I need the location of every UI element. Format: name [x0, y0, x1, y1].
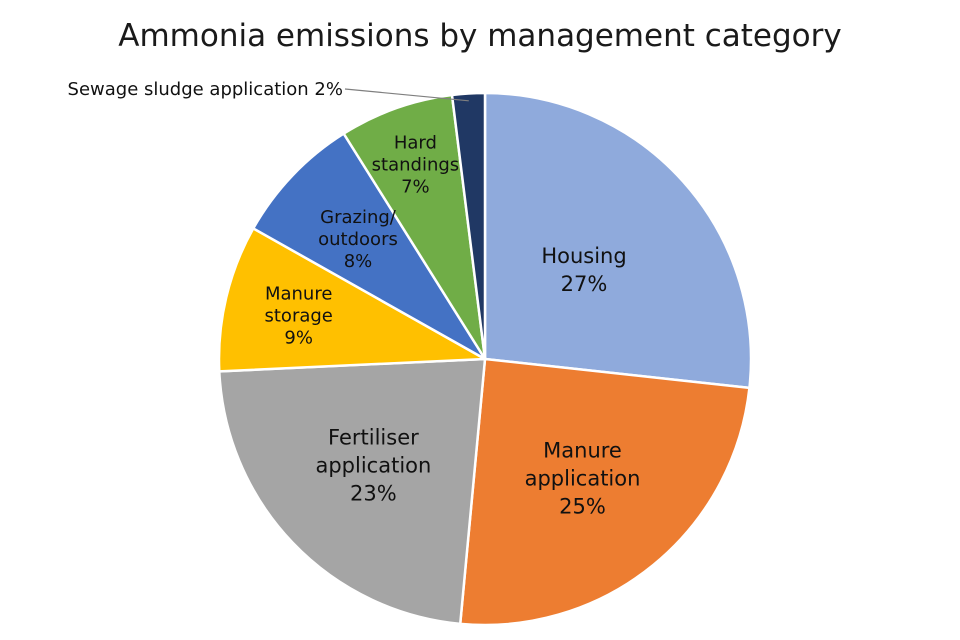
pie-slice-grazing-outdoors: [251, 131, 487, 361]
pie-slice-housing: [483, 91, 753, 390]
pie-slice-manure-storage: [217, 226, 490, 373]
data-label-grazing-outdoors: Grazing/outdoors 8%: [318, 207, 398, 272]
leader-line-sewage-sludge-application: [344, 88, 469, 102]
data-label-sewage-sludge-application: Sewage sludge application 2%: [68, 79, 343, 100]
chart-title: Ammonia emissions by management category: [118, 18, 842, 54]
pie-slice-manure-application: [458, 357, 751, 627]
data-label-hard-standings: Hard standings 7%: [372, 133, 460, 198]
data-label-manure-storage: Manure storage 9%: [265, 284, 333, 349]
pie-slice-fertiliser-application: [217, 357, 487, 626]
data-label-housing: Housing 27%: [541, 244, 626, 296]
pie-labels: Housing 27% Manure application 25% Fertiliser…: [68, 79, 641, 519]
pie-slices: [217, 91, 753, 627]
data-label-manure-application: Manure application 25%: [525, 439, 641, 519]
pie-slice-hard-standings: [342, 93, 487, 360]
data-label-fertiliser-application: Fertiliser application 23%: [315, 426, 431, 506]
pie-slice-sewage-sludge-application: [450, 91, 487, 360]
